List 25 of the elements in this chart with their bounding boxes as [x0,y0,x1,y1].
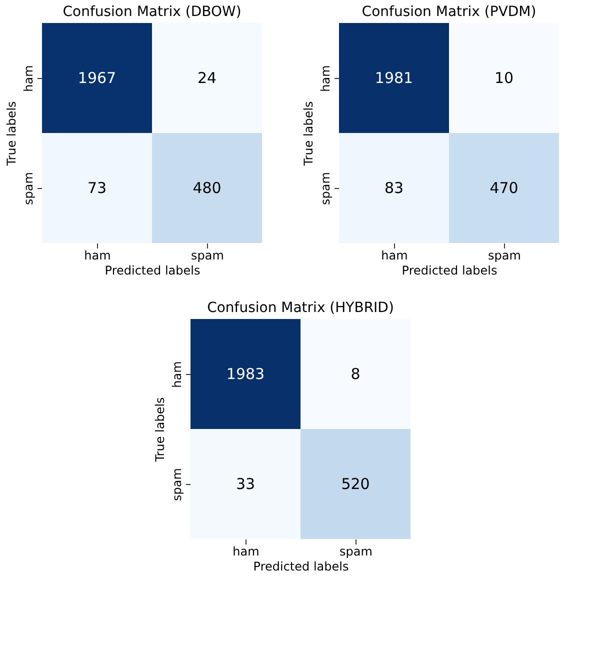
y-axis-title: True labels [302,101,316,167]
x-tick-label: ham [84,248,111,262]
chart-title: Confusion Matrix (DBOW) [62,4,242,20]
x-axis-title: Predicted labels [104,264,200,278]
chart-title: Confusion Matrix (PVDM) [362,4,536,20]
data-label: 470 [490,179,518,197]
data-label: 1983 [226,365,265,383]
x-tick-label: ham [381,248,408,262]
data-label: 83 [384,179,404,197]
data-label: 520 [341,475,370,493]
data-label: 24 [197,69,217,87]
x-axis-title: Predicted labels [402,264,498,278]
y-axis-title: True labels [4,101,18,167]
data-label: 480 [192,179,222,197]
data-label: 33 [236,475,256,493]
chart-title: Confusion Matrix (HYBRID) [207,300,394,316]
data-label: 10 [494,69,514,87]
y-axis-title: True labels [153,397,167,463]
data-label: 8 [350,365,360,383]
x-tick-label: spam [488,248,521,262]
x-tick-label: spam [191,248,224,262]
data-label: 73 [87,179,107,197]
data-label: 1981 [374,69,414,87]
data-label: 1967 [78,69,116,87]
x-axis-title: Predicted labels [253,560,349,574]
